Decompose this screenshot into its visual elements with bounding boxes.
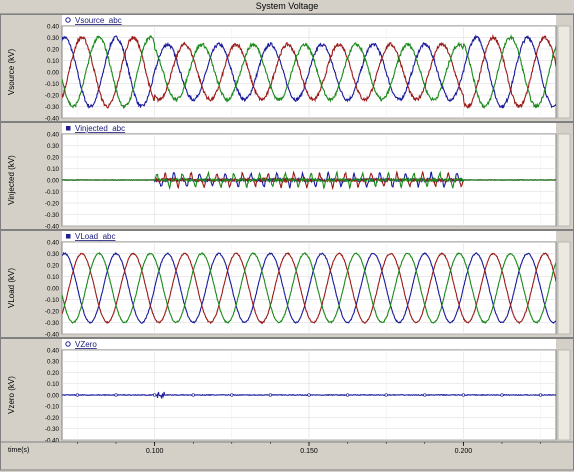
series-line-Vb (62, 252, 556, 325)
y-tick-label: 0.00 (47, 69, 60, 76)
y-tick-label: 0.10 (47, 381, 60, 388)
series-group (62, 391, 556, 400)
series-marker (152, 393, 157, 397)
y-tick-label: 0.20 (47, 154, 60, 161)
y-tick-label: 0.00 (47, 177, 60, 184)
y-tick-label: -0.30 (45, 426, 60, 433)
y-tick-label: -0.30 (45, 320, 60, 327)
y-tick-label: 0.10 (47, 58, 60, 65)
y-tick-label: 0.10 (47, 166, 60, 173)
y-tick-label: 0.40 (47, 239, 60, 246)
y-tick-label: 0.30 (47, 251, 60, 258)
plot-panel-3: VLoad_abc 0.40 0.30 0.20 0.10 0.00 -0.10 -0.20 -… (0, 230, 574, 338)
y-tick-label: 0.40 (47, 131, 60, 138)
y-axis-label: Vinjected (kV) (7, 155, 16, 205)
y-axis-label: Vzero (kV) (7, 376, 16, 414)
window-title: System Voltage (0, 0, 574, 14)
y-tick-label: 0.20 (47, 46, 60, 53)
x-tick-label: 0.100 (146, 448, 164, 455)
series-marker (345, 393, 350, 397)
y-tick-label: -0.40 (45, 437, 60, 444)
y-tick-label: -0.20 (45, 92, 60, 99)
series-marker (384, 393, 388, 397)
y-tick-label: -0.20 (45, 200, 60, 207)
y-tick-label: 0.40 (47, 347, 60, 354)
y-tick-label: -0.40 (45, 115, 60, 122)
panel-scrollbar[interactable] (557, 349, 571, 441)
y-tick-label: 0.00 (47, 392, 60, 399)
legend-marker-icon (65, 17, 71, 23)
y-tick-label: -0.10 (45, 404, 60, 411)
y-tick-label: 0.30 (47, 143, 60, 150)
y-tick-label: 0.20 (47, 370, 60, 377)
series-marker (230, 393, 234, 397)
y-tick-label: -0.40 (45, 331, 60, 338)
legend-label[interactable]: Vinjected_abc (75, 124, 125, 133)
series-marker (268, 393, 273, 397)
legend-strip (62, 231, 556, 241)
legend-marker-icon (65, 341, 71, 347)
series-group (62, 170, 556, 191)
y-tick-label: 0.20 (47, 262, 60, 269)
y-tick-label: 0.30 (47, 359, 60, 366)
y-tick-label: -0.20 (45, 415, 60, 422)
y-tick-label: -0.30 (45, 104, 60, 111)
y-tick-label: -0.40 (45, 223, 60, 230)
plot-panel-1: Vsource_abc 0.40 0.30 0.20 0.10 0.00 -0.10 -0.2… (0, 14, 574, 122)
x-axis: time(s) 0.100 0.150 0.200 (0, 441, 574, 471)
y-tick-label: 0.40 (47, 23, 60, 30)
series-line-Vc (62, 170, 556, 191)
y-tick-label: -0.30 (45, 212, 60, 219)
legend-label[interactable]: VZero (75, 340, 97, 349)
legend-strip (62, 339, 556, 349)
y-tick-label: -0.10 (45, 81, 60, 88)
x-axis-label: time(s) (8, 447, 29, 454)
series-group (62, 251, 556, 325)
legend-strip (62, 123, 556, 133)
y-axis-label: VLoad (kV) (7, 268, 16, 308)
series-marker (191, 393, 195, 397)
y-axis-label: Vsource (kV) (7, 49, 16, 96)
legend-label[interactable]: VLoad_abc (75, 232, 115, 241)
series-marker (114, 393, 118, 397)
series-marker (500, 393, 504, 397)
panel-scrollbar[interactable] (557, 241, 571, 335)
series-line-Vc (62, 251, 556, 325)
series-line-Va (62, 251, 556, 325)
series-marker (461, 393, 466, 397)
series-marker (423, 393, 427, 397)
series-line-Vb (62, 33, 556, 109)
x-tick-label: 0.200 (455, 448, 473, 455)
y-tick-label: -0.20 (45, 308, 60, 315)
legend-strip (62, 15, 556, 25)
y-tick-label: -0.10 (45, 297, 60, 304)
y-tick-label: 0.10 (47, 274, 60, 281)
series-line-Vc (62, 34, 556, 110)
y-tick-label: -0.10 (45, 189, 60, 196)
plot-panel-2: Vinjected_abc 0.40 0.30 0.20 0.10 0.00 -0.10 -0… (0, 122, 574, 230)
series-marker (75, 393, 80, 397)
legend-marker-icon (66, 126, 71, 131)
series-marker (307, 393, 311, 397)
plot-panel-4: VZero 0.40 0.30 0.20 0.10 0.00 -0.10 -0.20 -0.30… (0, 338, 574, 444)
y-tick-label: 0.30 (47, 35, 60, 42)
y-tick-label: 0.00 (47, 285, 60, 292)
legend-marker-icon (66, 234, 71, 239)
series-line-Va (62, 34, 556, 109)
x-axis-strip (0, 441, 574, 471)
series-marker (538, 393, 543, 397)
x-tick-label: 0.150 (300, 448, 318, 455)
panel-scrollbar[interactable] (557, 133, 571, 227)
legend-label[interactable]: Vsource_abc (75, 16, 122, 25)
panel-scrollbar[interactable] (557, 25, 571, 119)
series-group (62, 33, 556, 110)
